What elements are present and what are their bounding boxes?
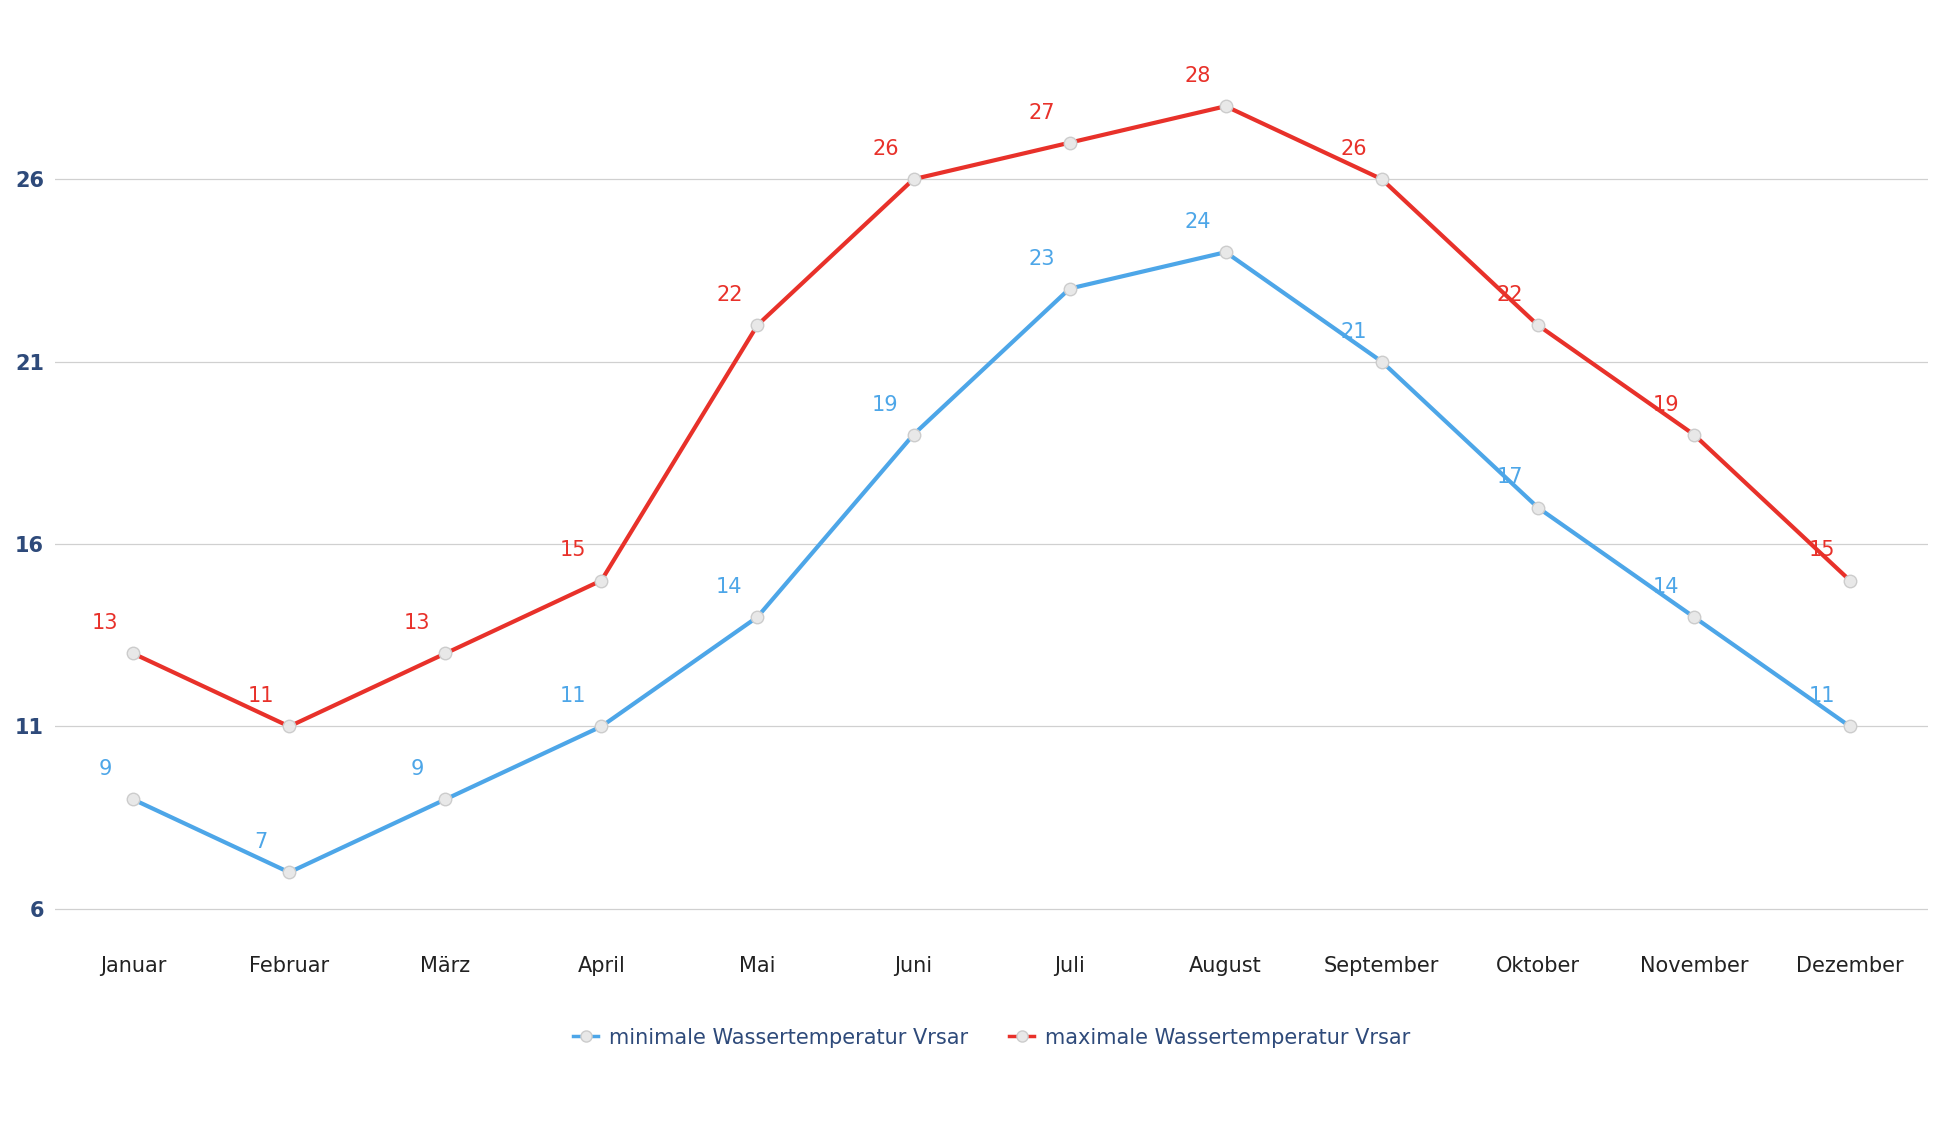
Text: 11: 11	[249, 687, 274, 707]
maximale Wassertemperatur Vrsar	[591, 573, 614, 587]
maximale Wassertemperatur Vrsar	[746, 318, 769, 331]
Text: 23: 23	[1028, 249, 1055, 268]
Text: 9: 9	[99, 759, 113, 779]
minimale Wassertemperatur Vrsar	[591, 719, 614, 733]
maximale Wassertemperatur Vrsar	[1057, 136, 1080, 149]
Text: 22: 22	[717, 285, 742, 305]
minimale Wassertemperatur Vrsar	[1683, 611, 1706, 624]
Text: 27: 27	[1028, 103, 1055, 122]
Text: 7: 7	[255, 832, 268, 853]
maximale Wassertemperatur Vrsar	[122, 647, 146, 661]
maximale Wassertemperatur Vrsar	[1683, 428, 1706, 441]
minimale Wassertemperatur Vrsar	[1838, 719, 1861, 733]
minimale Wassertemperatur Vrsar	[1370, 355, 1393, 369]
Text: 14: 14	[1653, 577, 1679, 597]
minimale Wassertemperatur Vrsar	[122, 793, 146, 806]
maximale Wassertemperatur Vrsar	[278, 719, 301, 733]
maximale Wassertemperatur Vrsar	[1525, 318, 1549, 331]
Text: 14: 14	[717, 577, 742, 597]
Text: 11: 11	[1809, 687, 1834, 707]
maximale Wassertemperatur Vrsar	[1214, 100, 1238, 113]
minimale Wassertemperatur Vrsar	[278, 865, 301, 879]
maximale Wassertemperatur Vrsar	[1370, 172, 1393, 185]
Text: 13: 13	[91, 613, 119, 633]
Text: 28: 28	[1185, 66, 1210, 86]
Text: 19: 19	[872, 395, 900, 414]
minimale Wassertemperatur Vrsar	[746, 611, 769, 624]
maximale Wassertemperatur Vrsar	[1838, 573, 1861, 587]
minimale Wassertemperatur Vrsar	[1525, 501, 1549, 515]
Text: 22: 22	[1496, 285, 1523, 305]
Legend: minimale Wassertemperatur Vrsar, maximale Wassertemperatur Vrsar: minimale Wassertemperatur Vrsar, maximal…	[565, 1019, 1418, 1056]
Line: maximale Wassertemperatur Vrsar: maximale Wassertemperatur Vrsar	[126, 100, 1856, 733]
Text: 17: 17	[1496, 467, 1523, 487]
Text: 11: 11	[560, 687, 587, 707]
maximale Wassertemperatur Vrsar	[433, 647, 457, 661]
minimale Wassertemperatur Vrsar	[433, 793, 457, 806]
Text: 26: 26	[872, 139, 900, 159]
Text: 13: 13	[404, 613, 431, 633]
Text: 24: 24	[1185, 213, 1210, 232]
maximale Wassertemperatur Vrsar	[902, 172, 925, 185]
minimale Wassertemperatur Vrsar	[1057, 282, 1080, 295]
Text: 19: 19	[1652, 395, 1679, 414]
Text: 21: 21	[1341, 321, 1366, 342]
Text: 15: 15	[1809, 541, 1834, 561]
minimale Wassertemperatur Vrsar	[1214, 245, 1238, 259]
Text: 9: 9	[410, 759, 424, 779]
Line: minimale Wassertemperatur Vrsar: minimale Wassertemperatur Vrsar	[126, 245, 1856, 879]
Text: 15: 15	[560, 541, 587, 561]
Text: 26: 26	[1341, 139, 1368, 159]
minimale Wassertemperatur Vrsar	[902, 428, 925, 441]
